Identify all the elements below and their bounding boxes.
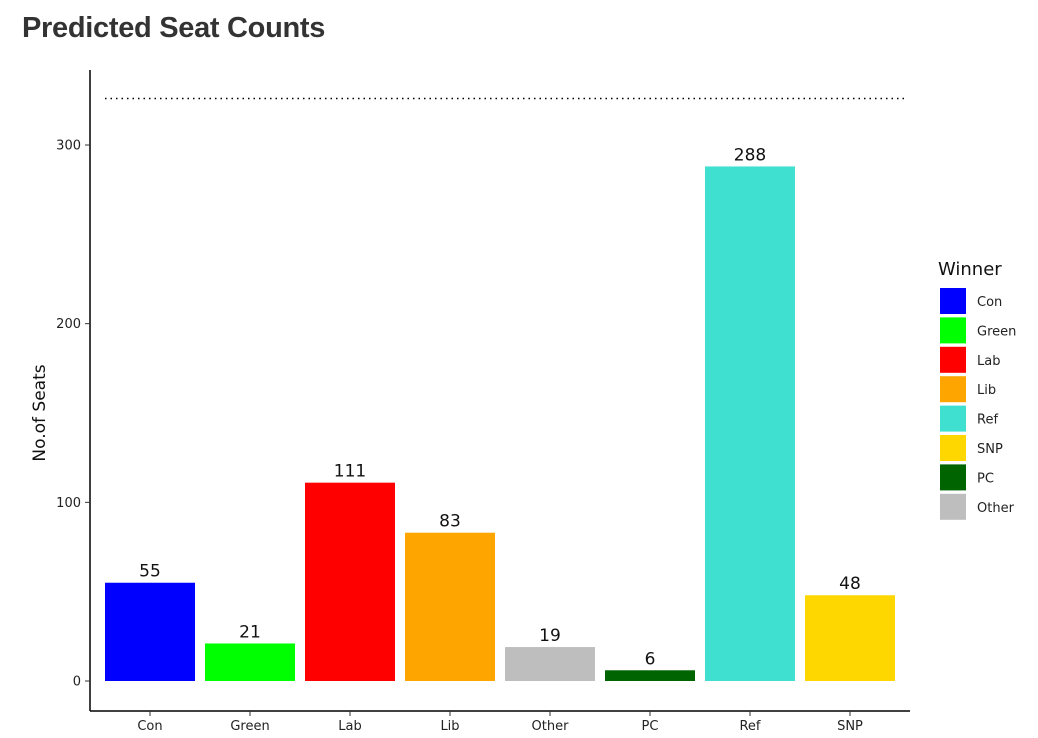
bar-green <box>205 643 295 681</box>
x-tick-label-con: Con <box>137 719 162 734</box>
x-tick-label-lib: Lib <box>440 719 459 734</box>
legend-label-lab: Lab <box>977 354 1000 369</box>
legend-title: Winner <box>938 259 1002 280</box>
legend-label-ref: Ref <box>977 413 998 428</box>
data-label-ref: 288 <box>734 145 766 165</box>
y-tick-label: 300 <box>56 139 81 154</box>
legend-key-lib <box>940 376 966 403</box>
legend-key-ref <box>940 405 966 432</box>
x-tick-label-snp: SNP <box>837 719 863 734</box>
legend: Winner Con Green Lab Lib Ref SNP PC Other <box>938 259 1016 520</box>
legend-key-green <box>940 317 966 344</box>
legend-key-snp <box>940 435 966 461</box>
bar-other <box>505 647 595 681</box>
bar-lib <box>405 532 495 681</box>
legend-label-other: Other <box>977 501 1015 516</box>
data-label-pc: 6 <box>645 649 656 669</box>
chart-title: Predicted Seat Counts <box>22 12 326 44</box>
legend-label-lib: Lib <box>977 383 996 398</box>
bar-con <box>105 582 195 681</box>
bar-ref <box>705 166 795 681</box>
legend-label-snp: SNP <box>977 442 1003 457</box>
bar-pc <box>605 670 695 681</box>
legend-key-con <box>940 288 966 314</box>
x-tick-label-lab: Lab <box>338 719 361 734</box>
x-tick-label-other: Other <box>532 719 570 734</box>
legend-label-con: Con <box>977 295 1002 310</box>
y-tick-label: 0 <box>73 675 81 690</box>
x-tick-label-pc: PC <box>642 719 659 734</box>
data-label-con: 55 <box>139 562 161 582</box>
data-label-other: 19 <box>539 626 561 646</box>
bar-snp <box>805 595 895 681</box>
y-tick-label: 200 <box>56 317 81 332</box>
legend-label-green: Green <box>977 324 1016 339</box>
bar-lab <box>305 482 395 681</box>
plot-area: 0 100 200 300 No.of Seats 55 Con 21 Green 111 Lab 8… <box>30 70 910 734</box>
data-label-green: 21 <box>239 622 261 642</box>
data-label-lab: 111 <box>334 462 366 482</box>
data-label-lib: 83 <box>439 512 461 532</box>
data-label-snp: 48 <box>839 574 861 594</box>
legend-key-other <box>940 493 966 520</box>
x-tick-label-ref: Ref <box>739 719 760 734</box>
y-axis-title: No.of Seats <box>30 364 50 461</box>
legend-key-pc <box>940 464 966 491</box>
x-tick-label-green: Green <box>230 719 269 734</box>
legend-label-pc: PC <box>977 471 994 486</box>
legend-key-lab <box>940 346 966 373</box>
y-tick-label: 100 <box>56 496 81 511</box>
